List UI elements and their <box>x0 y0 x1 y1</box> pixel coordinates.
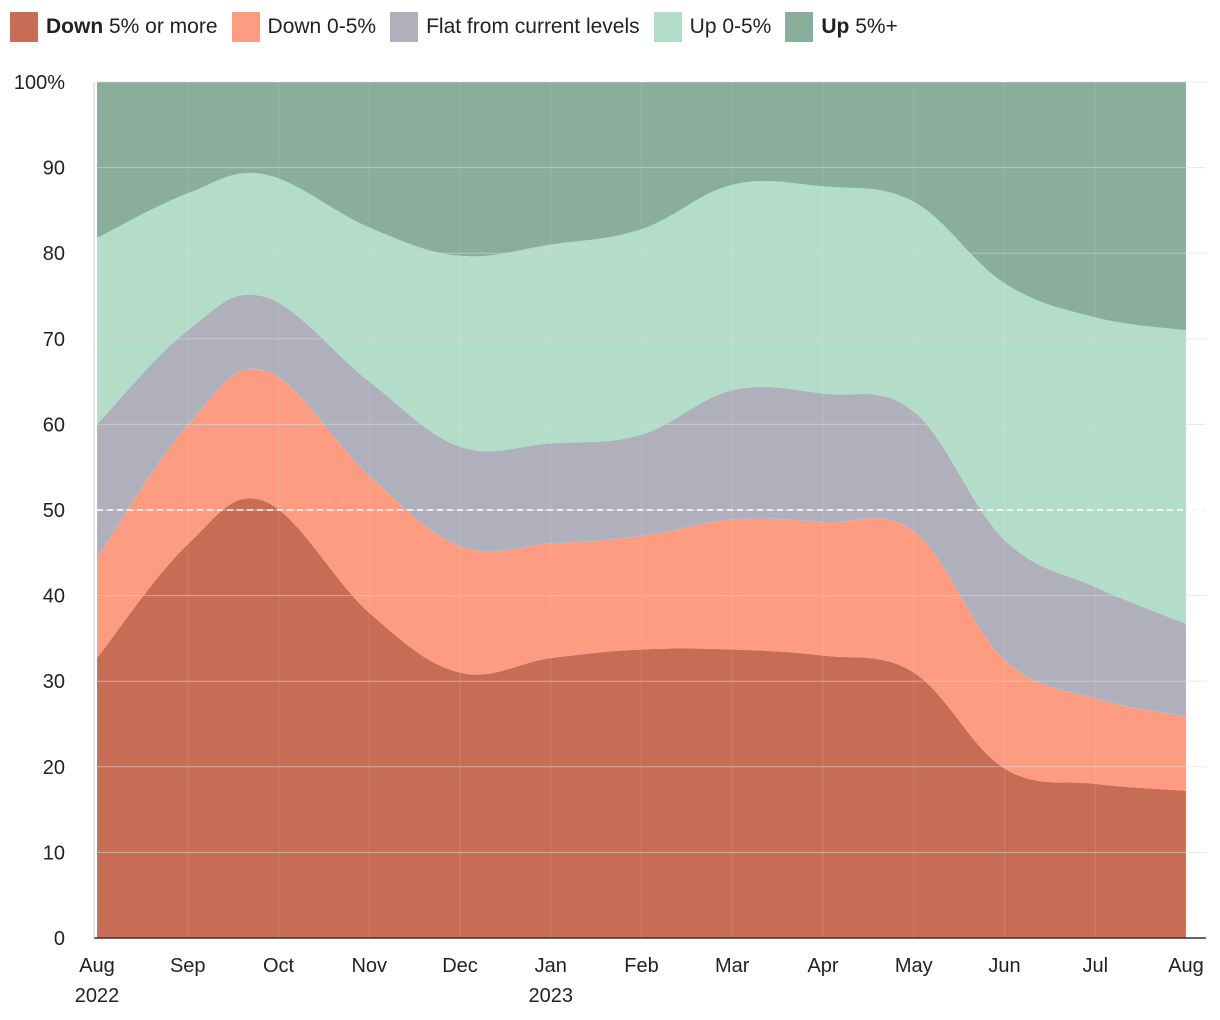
y-tick-label: 10 <box>43 842 65 864</box>
legend-swatch <box>785 12 814 42</box>
legend-item-up-0-5: Up 0-5% <box>653 12 772 42</box>
x-tick-label: Jul <box>1082 955 1108 977</box>
y-tick-label: 20 <box>43 757 65 779</box>
y-tick-label: 30 <box>43 671 65 693</box>
area-down-0-5 <box>97 368 1186 791</box>
y-tick-label: 0 <box>54 928 65 950</box>
area-flat-from-current-levels <box>97 294 1186 717</box>
stacked-areas <box>97 82 1186 938</box>
area-down-5-or-more <box>97 498 1186 938</box>
legend-swatch <box>390 12 419 42</box>
legend-label-rest: Flat from current levels <box>426 15 640 38</box>
x-tick-label: Sep <box>170 955 206 977</box>
legend-item-down-5-or-more: Down 5% or more <box>10 12 218 42</box>
y-tick-label: 40 <box>43 586 65 608</box>
x-tick-label: Dec <box>442 955 478 977</box>
area-up-5 <box>97 82 1186 331</box>
legend-item-up-5-plus: Up 5%+ <box>785 12 898 42</box>
legend-label-rest: Down 0-5% <box>267 15 377 38</box>
legend-item-flat: Flat from current levels <box>390 12 640 42</box>
x-tick-label: Apr <box>807 955 838 977</box>
x-tick-label: Aug <box>1168 955 1204 977</box>
y-tick-label: 100% <box>14 72 65 94</box>
x-tick-label: Mar <box>715 955 750 977</box>
legend-label-bold: Down <box>46 15 104 38</box>
legend-item-down-0-5: Down 0-5% <box>231 12 377 42</box>
y-tick-label: 50 <box>43 500 65 522</box>
legend-swatch <box>10 12 38 42</box>
x-tick-label: Aug <box>79 955 115 977</box>
legend-label-bold: Up <box>821 15 850 38</box>
legend-label: Up 0-5% <box>690 15 772 39</box>
x-tick-label: Nov <box>351 955 387 977</box>
legend-label: Down 5% or more <box>46 15 218 39</box>
legend-swatch <box>231 12 260 42</box>
legend-label-rest: 5% or more <box>103 15 218 38</box>
x-tick-label: May <box>895 955 933 977</box>
y-tick-label: 70 <box>43 329 65 351</box>
legend: Down 5% or more Down 0-5% Flat from curr… <box>10 10 898 44</box>
legend-label: Down 0-5% <box>268 15 377 39</box>
y-tick-label: 80 <box>43 243 65 265</box>
legend-label-rest: Up 0-5% <box>689 15 772 38</box>
x-tick-year-label: 2022 <box>75 985 120 1007</box>
y-tick-label: 60 <box>43 414 65 436</box>
x-tick-label: Oct <box>263 955 295 977</box>
area-up-0-5 <box>97 172 1186 624</box>
x-tick-label: Jun <box>988 955 1020 977</box>
legend-label: Up 5%+ <box>821 15 897 39</box>
y-tick-label: 90 <box>43 158 65 180</box>
legend-label: Flat from current levels <box>426 15 640 39</box>
x-tick-label: Feb <box>624 955 658 977</box>
y-tick-labels: 0 10 20 30 40 50 60 70 80 90 100% <box>14 72 65 950</box>
x-tick-year-label: 2023 <box>529 985 574 1007</box>
x-tick-labels: Aug 2022 Sep Oct Nov Dec Jan 2023 Feb Mar Apr May Ju… <box>75 955 1204 1007</box>
axes <box>93 82 1206 939</box>
legend-label-rest: 5%+ <box>849 15 898 38</box>
legend-swatch <box>653 12 682 42</box>
x-tick-label: Jan <box>535 955 567 977</box>
